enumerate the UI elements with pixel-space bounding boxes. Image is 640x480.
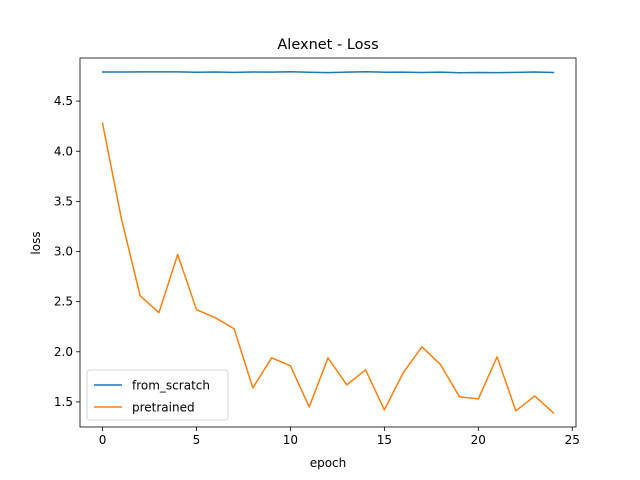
y-tick-label: 3.5 xyxy=(54,194,73,208)
y-tick-label: 4.0 xyxy=(54,144,73,158)
series-line-from-scratch xyxy=(101,70,555,74)
y-tick-label: 3.0 xyxy=(54,245,73,259)
plot-area: 0 5 10 15 20 25 1.5 2.0 2.5 3.0 3.5 4.0 4.5 xyxy=(54,57,580,447)
x-tick-label: 0 xyxy=(99,433,107,447)
y-tick-label: 2.0 xyxy=(54,345,73,359)
y-tick-label: 4.5 xyxy=(54,94,73,108)
chart-title: Alexnet - Loss xyxy=(277,37,378,53)
series-line-pretrained xyxy=(101,122,555,415)
y-axis-label: loss xyxy=(29,231,43,254)
y-tick-label: 2.5 xyxy=(54,295,73,309)
legend-label-pretrained: pretrained xyxy=(132,401,195,415)
legend: from_scratch pretrained xyxy=(86,369,229,421)
axes-frame xyxy=(79,57,577,428)
legend-label-from-scratch: from_scratch xyxy=(132,379,210,393)
x-tick-label: 5 xyxy=(193,433,201,447)
x-tick-label: 20 xyxy=(471,433,486,447)
x-tick-label: 25 xyxy=(565,433,580,447)
x-axis-label: epoch xyxy=(310,456,347,470)
y-tick-label: 1.5 xyxy=(54,395,73,409)
legend-box xyxy=(86,369,229,421)
x-tick-label: 10 xyxy=(283,433,298,447)
x-tick-label: 15 xyxy=(377,433,392,447)
